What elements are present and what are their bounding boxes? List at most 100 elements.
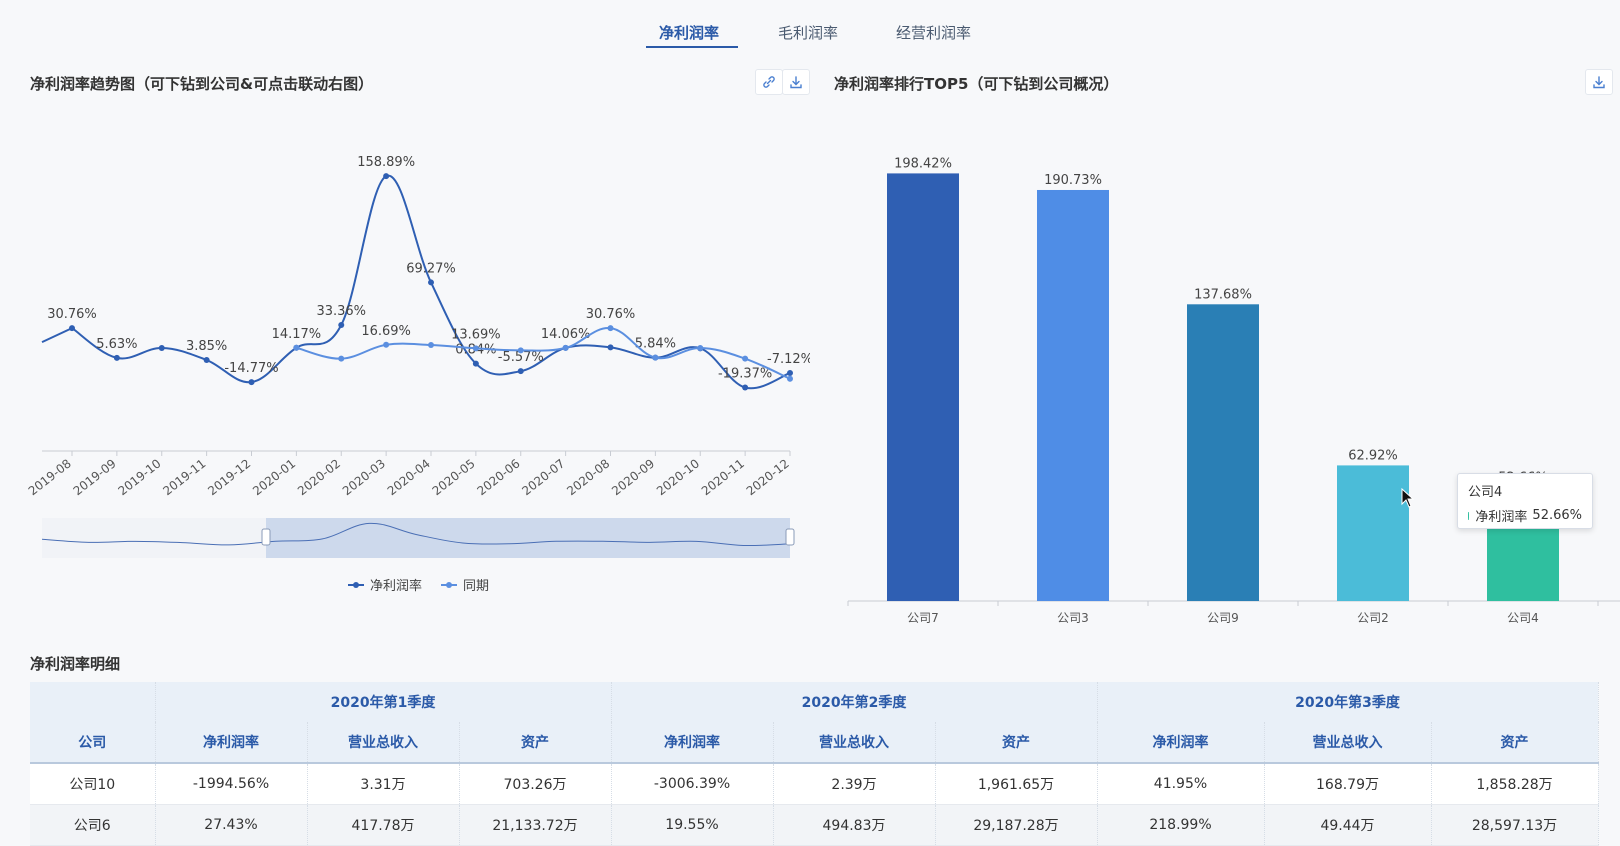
data-point bbox=[608, 344, 614, 350]
table-cell: -3006.39% bbox=[611, 763, 773, 805]
data-label: 30.76% bbox=[586, 307, 636, 322]
column-header[interactable]: 营业总收入 bbox=[773, 722, 935, 763]
column-header[interactable]: 净利润率 bbox=[155, 722, 307, 763]
table-cell: 1,961.65万 bbox=[935, 763, 1097, 805]
column-header[interactable]: 资产 bbox=[459, 722, 611, 763]
table-cell: 218.99% bbox=[1097, 805, 1264, 846]
table-cell: 49.44万 bbox=[1264, 805, 1431, 846]
bar-value-label: 190.73% bbox=[1044, 173, 1102, 188]
bar bbox=[887, 173, 959, 601]
data-label: -7.12% bbox=[767, 352, 810, 367]
zoom-handle-right bbox=[786, 529, 794, 545]
data-point bbox=[338, 356, 344, 362]
tooltip-title: 公司4 bbox=[1468, 481, 1582, 500]
column-header[interactable]: 资产 bbox=[935, 722, 1097, 763]
table-cell: 公司6 bbox=[30, 805, 155, 846]
series-line-net-profit-margin bbox=[42, 176, 790, 389]
data-point bbox=[652, 355, 658, 361]
detail-table: 2020年第1季度 2020年第2季度 2020年第3季度 公司 净利润率 营业… bbox=[30, 682, 1599, 846]
data-point bbox=[697, 345, 703, 351]
x-tick-label: 2020-10 bbox=[654, 456, 702, 498]
x-tick-label: 2020-04 bbox=[385, 456, 433, 498]
data-point bbox=[159, 345, 165, 351]
data-label: 33.36% bbox=[316, 304, 366, 319]
x-tick-label: 2019-11 bbox=[160, 456, 208, 498]
legend-label: 同期 bbox=[463, 575, 489, 594]
column-header[interactable]: 营业总收入 bbox=[307, 722, 459, 763]
data-point bbox=[473, 361, 479, 367]
data-label: 14.17% bbox=[272, 327, 322, 342]
zoom-handle-left bbox=[262, 529, 270, 545]
x-tick-label: 2020-12 bbox=[744, 456, 792, 498]
data-label: 5.63% bbox=[96, 337, 137, 352]
chart-tooltip: 公司4 净利润率 52.66% bbox=[1457, 473, 1593, 529]
table-cell: 494.83万 bbox=[773, 805, 935, 846]
table-row[interactable]: 公司6 27.43% 417.78万 21,133.72万 19.55% 494… bbox=[30, 805, 1598, 846]
mouse-cursor-icon bbox=[1401, 488, 1415, 508]
column-header[interactable]: 公司 bbox=[30, 722, 155, 763]
data-label: 158.89% bbox=[357, 155, 415, 170]
table-cell: 公司10 bbox=[30, 763, 155, 805]
bar bbox=[1037, 190, 1109, 601]
legend-label: 净利润率 bbox=[370, 575, 422, 594]
data-point bbox=[338, 322, 344, 328]
data-point bbox=[293, 345, 299, 351]
table-cell: 417.78万 bbox=[307, 805, 459, 846]
x-tick-label: 2020-09 bbox=[609, 456, 657, 498]
table-cell: 28,597.13万 bbox=[1431, 805, 1598, 846]
data-label: 69.27% bbox=[406, 261, 456, 276]
x-tick-label: 2020-11 bbox=[699, 456, 747, 498]
data-point bbox=[428, 279, 434, 285]
bar bbox=[1187, 304, 1259, 601]
table-cell: 41.95% bbox=[1097, 763, 1264, 805]
data-label: 13.69% bbox=[451, 327, 501, 342]
column-header[interactable]: 营业总收入 bbox=[1264, 722, 1431, 763]
x-tick-label: 公司2 bbox=[1357, 611, 1389, 625]
legend-item-same-period[interactable]: 同期 bbox=[441, 575, 489, 594]
x-tick-label: 2019-10 bbox=[115, 456, 163, 498]
table-row[interactable]: 公司10 -1994.56% 3.31万 703.26万 -3006.39% 2… bbox=[30, 763, 1598, 805]
table-cell: 27.43% bbox=[155, 805, 307, 846]
x-tick-label: 2019-08 bbox=[26, 456, 74, 498]
bar-value-label: 62.92% bbox=[1348, 448, 1398, 463]
data-point bbox=[787, 370, 793, 376]
data-point bbox=[787, 376, 793, 382]
column-header[interactable]: 资产 bbox=[1431, 722, 1598, 763]
ranking-bar-chart[interactable]: 198.42%公司7190.73%公司3137.68%公司962.92%公司25… bbox=[830, 0, 1620, 640]
quarter-header: 2020年第3季度 bbox=[1097, 682, 1598, 722]
bar bbox=[1337, 465, 1409, 601]
header-spacer bbox=[30, 682, 155, 722]
data-point bbox=[249, 379, 255, 385]
column-header[interactable]: 净利润率 bbox=[1097, 722, 1264, 763]
table-cell: 1,858.28万 bbox=[1431, 763, 1598, 805]
data-point bbox=[563, 345, 569, 351]
x-tick-label: 公司7 bbox=[907, 611, 939, 625]
data-point bbox=[518, 368, 524, 374]
data-point bbox=[742, 356, 748, 362]
quarter-header: 2020年第1季度 bbox=[155, 682, 611, 722]
x-tick-label: 2020-03 bbox=[340, 456, 388, 498]
column-header[interactable]: 净利润率 bbox=[611, 722, 773, 763]
zoom-selection bbox=[266, 518, 790, 558]
x-tick-label: 公司4 bbox=[1507, 611, 1539, 625]
x-tick-label: 2019-09 bbox=[71, 456, 119, 498]
table-cell: -1994.56% bbox=[155, 763, 307, 805]
legend-marker-icon bbox=[348, 584, 364, 586]
bar-value-label: 198.42% bbox=[894, 156, 952, 171]
detail-table-title: 净利润率明细 bbox=[30, 653, 120, 674]
table-cell: 168.79万 bbox=[1264, 763, 1431, 805]
tooltip-value: 52.66% bbox=[1532, 508, 1582, 523]
legend-item-net-profit-margin[interactable]: 净利润率 bbox=[348, 575, 422, 594]
quarter-header: 2020年第2季度 bbox=[611, 682, 1097, 722]
x-tick-label: 2019-12 bbox=[205, 456, 253, 498]
data-point bbox=[608, 325, 614, 331]
x-tick-label: 公司9 bbox=[1207, 611, 1239, 625]
data-point bbox=[473, 345, 479, 351]
table-cell: 2.39万 bbox=[773, 763, 935, 805]
data-point bbox=[518, 347, 524, 353]
data-label: 30.76% bbox=[47, 307, 97, 322]
data-label: 3.85% bbox=[186, 339, 227, 354]
data-point bbox=[383, 173, 389, 179]
table-cell: 21,133.72万 bbox=[459, 805, 611, 846]
